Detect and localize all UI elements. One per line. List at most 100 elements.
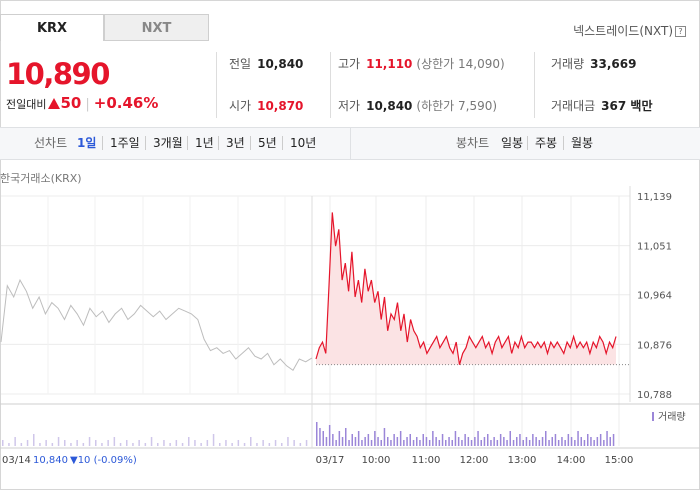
volume-bar: [126, 440, 128, 446]
volume-bar: [64, 440, 66, 446]
stat-label: 전일: [229, 57, 252, 71]
volume-bar: [493, 437, 495, 446]
volume-bar: [490, 440, 492, 446]
volume-bar: [403, 440, 405, 446]
volume-bar: [76, 440, 78, 446]
volume-bar: [119, 443, 122, 446]
candle-chart-label: 봉차트: [456, 136, 490, 150]
volume-bar: [545, 431, 547, 446]
volume-bar: [541, 437, 544, 446]
x-tick-label: 03/14: [2, 455, 31, 466]
volume-bar: [367, 434, 370, 446]
volume-bar: [574, 440, 576, 446]
volume-bar: [335, 440, 337, 446]
stat-value: 10,870: [257, 99, 304, 113]
stat-value: 11,110: [366, 57, 413, 71]
volume-bar: [599, 434, 602, 446]
stat-value: 10,840: [257, 57, 304, 71]
period-1y[interactable]: 1년: [195, 136, 214, 150]
chart-source: 한국거래소(KRX): [0, 172, 82, 185]
volume-bar: [509, 431, 511, 446]
volume-bar: [14, 437, 16, 446]
prev-day-change: ▼10 (-0.09%): [70, 455, 137, 466]
volume-bar: [212, 434, 215, 446]
divider: [534, 52, 535, 118]
volume-bar: [396, 437, 399, 446]
volume-bar: [26, 440, 29, 446]
volume-bar: [225, 440, 227, 446]
volume-bar: [425, 437, 428, 446]
volume-bar: [532, 434, 534, 446]
market-tabs: KRX NXT: [0, 14, 700, 42]
volume-bar: [464, 434, 466, 446]
nxt-link[interactable]: 넥스트레이드(NXT)?: [573, 22, 686, 39]
volume-bar: [474, 437, 476, 446]
volume-bar: [132, 443, 134, 446]
candle-weekly[interactable]: 주봉: [535, 136, 558, 150]
stat-label: 시가: [229, 99, 252, 113]
period-1w[interactable]: 1주일: [110, 136, 140, 150]
volume-bar: [181, 443, 184, 446]
volume-bar: [428, 440, 431, 446]
chart-grid: [0, 186, 700, 449]
volume-bar: [519, 434, 521, 446]
nxt-link-label: 넥스트레이드(NXT): [573, 24, 673, 38]
x-tick-label: 10:00: [362, 455, 391, 466]
volume-bar: [587, 434, 589, 446]
volume-bar: [467, 437, 470, 446]
volume-bar: [293, 440, 295, 446]
volume-bar: [169, 443, 171, 446]
y-tick-label: 10,964: [637, 291, 672, 302]
volume-bar: [188, 437, 190, 446]
volume-bar: [364, 437, 366, 446]
volume-bar: [274, 440, 277, 446]
tab-krx[interactable]: KRX: [0, 14, 104, 41]
volume-bar: [351, 434, 353, 446]
candle-monthly[interactable]: 월봉: [571, 136, 594, 150]
stat-value: 10,840: [366, 99, 413, 113]
x-tick-label: 11:00: [412, 455, 441, 466]
candle-daily[interactable]: 일봉: [501, 136, 524, 150]
tab-nxt[interactable]: NXT: [104, 14, 209, 41]
volume-bar: [268, 443, 271, 446]
stat-value: 367 백만: [601, 99, 653, 113]
volume-bar: [8, 443, 10, 446]
volume-bar: [470, 440, 473, 446]
volume-bar: [580, 437, 582, 446]
volume-bar: [200, 443, 202, 446]
volume-bar: [567, 434, 570, 446]
volume-bar: [538, 440, 541, 446]
series-line-prev: [0, 278, 313, 372]
volume-bar: [522, 440, 524, 446]
volume-bar: [612, 434, 615, 446]
period-3m[interactable]: 3개월: [153, 136, 183, 150]
volume-bar: [2, 440, 4, 446]
lower-limit: (하한가 7,590): [416, 99, 498, 113]
up-triangle-icon: [48, 98, 61, 109]
volume-bar: [377, 437, 379, 446]
divider: [330, 52, 331, 118]
y-tick-label: 11,139: [637, 192, 672, 203]
volume-bar: [231, 443, 233, 446]
help-icon[interactable]: ?: [675, 26, 686, 37]
period-1d[interactable]: 1일: [77, 136, 97, 150]
volume-bar: [325, 437, 328, 446]
x-tick-label: 14:00: [557, 455, 586, 466]
volume-bar: [606, 431, 608, 446]
period-10y[interactable]: 10년: [290, 136, 317, 150]
volume-bar: [557, 440, 560, 446]
period-5y[interactable]: 5년: [258, 136, 277, 150]
period-3y[interactable]: 3년: [226, 136, 245, 150]
volume-bar: [316, 422, 318, 446]
prev-day-series: [0, 278, 313, 372]
volume-bar: [438, 440, 441, 446]
volume-bar: [328, 425, 331, 446]
change-percent: +0.46%: [93, 94, 159, 112]
volume-bar: [383, 428, 386, 446]
volume-bar: [256, 443, 258, 446]
volume-bar: [577, 431, 579, 446]
volume-bar: [348, 440, 350, 446]
volume-bar: [435, 437, 437, 446]
stat-label: 저가: [338, 99, 361, 113]
volume-bar: [250, 437, 252, 446]
